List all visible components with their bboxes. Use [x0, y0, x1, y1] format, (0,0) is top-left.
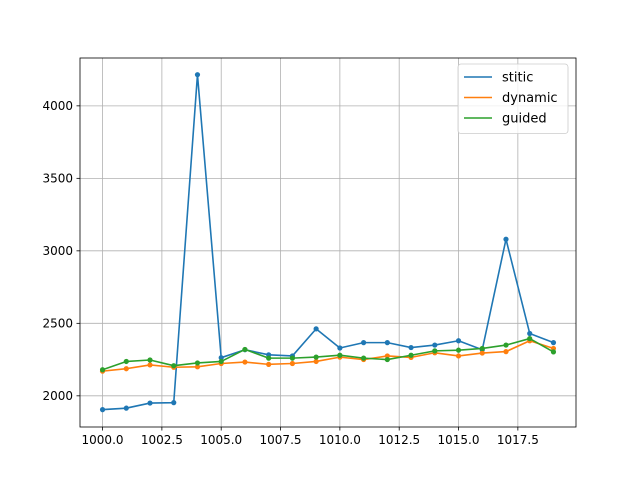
data-point: [455, 353, 462, 359]
data-point: [550, 340, 557, 346]
x-tick-label: 1007.5: [260, 433, 302, 447]
data-point: [432, 348, 438, 354]
y-tick-label: 4000: [42, 99, 73, 113]
x-tick-label: 1002.5: [141, 433, 183, 447]
data-point: [550, 349, 557, 355]
y-tick-label: 2000: [42, 389, 73, 403]
data-point: [123, 358, 129, 365]
x-tick-label: 1000.0: [82, 433, 124, 447]
data-point: [99, 407, 106, 413]
data-point: [218, 358, 224, 365]
legend-label: guided: [502, 112, 547, 127]
data-point: [384, 340, 390, 346]
data-point: [147, 400, 153, 406]
data-point: [289, 360, 296, 367]
data-point: [147, 357, 153, 363]
data-point: [123, 405, 129, 411]
data-point: [242, 346, 248, 353]
y-tick-label: 2500: [42, 317, 73, 331]
data-point: [171, 363, 177, 369]
data-point: [432, 342, 438, 348]
data-point: [313, 326, 319, 332]
data-point: [313, 354, 319, 360]
y-tick-label: 3000: [42, 244, 73, 258]
legend-label: dynamic: [502, 91, 558, 106]
data-point: [503, 236, 509, 242]
legend: stitic dynamic guided: [457, 63, 569, 134]
series-line: [101, 337, 555, 371]
series-guided: [99, 335, 557, 373]
legend-box: [457, 63, 569, 134]
data-point: [313, 358, 319, 365]
x-tick-label: 1015.0: [438, 433, 480, 447]
data-point: [218, 355, 224, 361]
legend-item: stitic: [464, 71, 533, 86]
data-point: [384, 353, 390, 359]
x-tick-label: 1005.0: [200, 433, 242, 447]
data-point: [289, 355, 296, 361]
data-point: [194, 72, 201, 78]
x-tick-label: 1017.5: [497, 433, 539, 447]
x-tick-label: 1012.5: [378, 433, 420, 447]
data-point: [503, 342, 509, 348]
legend-item: guided: [464, 112, 547, 127]
series-layer: [99, 72, 557, 413]
data-point: [147, 362, 153, 368]
plot-frame: [79, 57, 577, 428]
data-point: [99, 367, 106, 373]
legend-item: dynamic: [464, 91, 558, 106]
data-point: [408, 344, 414, 351]
series-line: [101, 339, 555, 373]
data-point: [408, 352, 414, 358]
data-point: [194, 360, 201, 366]
data-point: [479, 350, 485, 356]
data-point: [384, 356, 390, 363]
legend-label: stitic: [502, 71, 533, 86]
data-point: [479, 345, 485, 352]
data-point: [266, 355, 272, 361]
y-tick-label: 3500: [42, 172, 73, 186]
data-point: [360, 355, 367, 361]
data-point: [194, 364, 201, 370]
data-point: [242, 359, 248, 365]
data-point: [171, 400, 177, 406]
data-point: [337, 352, 343, 358]
data-point: [337, 345, 343, 351]
axis-ticks: 1000.0 1002.5 1005.0 1007.5 1010.0 1012.5 1015…: [42, 99, 538, 447]
data-point: [455, 347, 462, 353]
data-point: [266, 361, 272, 367]
data-point: [527, 335, 533, 342]
data-point: [360, 340, 367, 346]
data-point: [527, 330, 533, 337]
data-point: [455, 338, 462, 344]
data-point: [123, 366, 129, 372]
grid: [80, 58, 576, 427]
x-tick-label: 1010.0: [319, 433, 361, 447]
data-point: [503, 349, 509, 355]
